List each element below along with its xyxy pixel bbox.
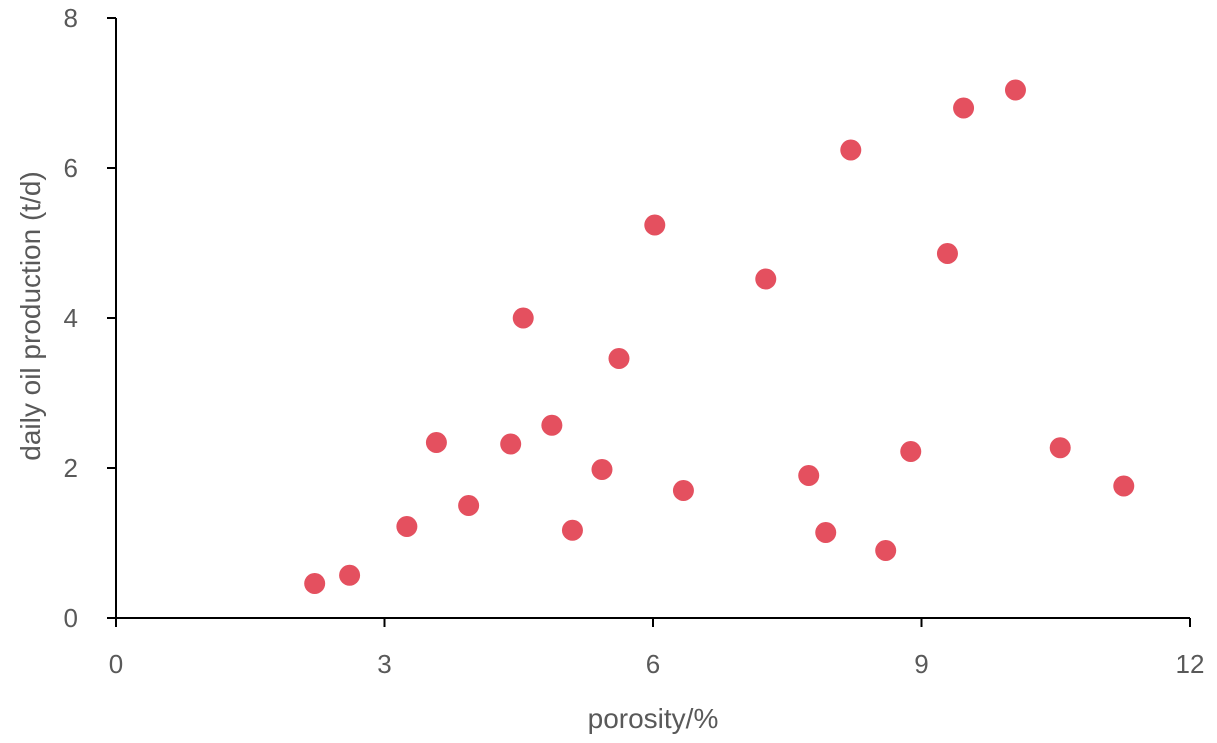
y-tick-label: 4 xyxy=(64,303,78,333)
data-point xyxy=(672,480,694,501)
y-axis-title: daily oil production (t/d) xyxy=(15,171,46,460)
x-tick-label: 3 xyxy=(377,649,391,679)
x-tick-label: 9 xyxy=(914,649,928,679)
ticks: 0 3 6 9 12 0 2 4 6 8 xyxy=(64,3,1205,679)
data-point xyxy=(458,495,480,516)
data-point xyxy=(425,432,447,453)
data-point xyxy=(875,540,897,561)
data-point xyxy=(339,564,361,586)
data-point xyxy=(644,214,666,236)
data-points xyxy=(304,79,1135,594)
x-tick-label: 12 xyxy=(1176,649,1205,679)
x-tick-label: 6 xyxy=(646,649,660,679)
y-tick-label: 2 xyxy=(64,453,78,483)
data-point xyxy=(840,139,862,161)
data-point xyxy=(396,516,418,537)
data-point xyxy=(561,519,583,541)
data-point xyxy=(953,97,975,119)
data-point xyxy=(1049,437,1071,459)
data-point xyxy=(936,243,958,264)
data-point xyxy=(500,433,522,455)
data-point xyxy=(608,348,630,369)
y-tick-label: 6 xyxy=(64,153,78,183)
data-point xyxy=(815,522,837,543)
data-point xyxy=(755,268,777,290)
data-point xyxy=(798,465,820,486)
data-point xyxy=(1004,79,1026,101)
data-point xyxy=(304,573,326,594)
axes xyxy=(115,18,1190,619)
data-point xyxy=(512,307,534,329)
data-point xyxy=(541,414,563,436)
data-point xyxy=(591,459,613,480)
y-tick-label: 8 xyxy=(64,3,78,33)
data-point xyxy=(1113,475,1135,497)
x-axis-title: porosity/% xyxy=(588,703,719,734)
data-point xyxy=(900,441,922,462)
y-tick-label: 0 xyxy=(64,603,78,633)
x-tick-label: 0 xyxy=(109,649,123,679)
